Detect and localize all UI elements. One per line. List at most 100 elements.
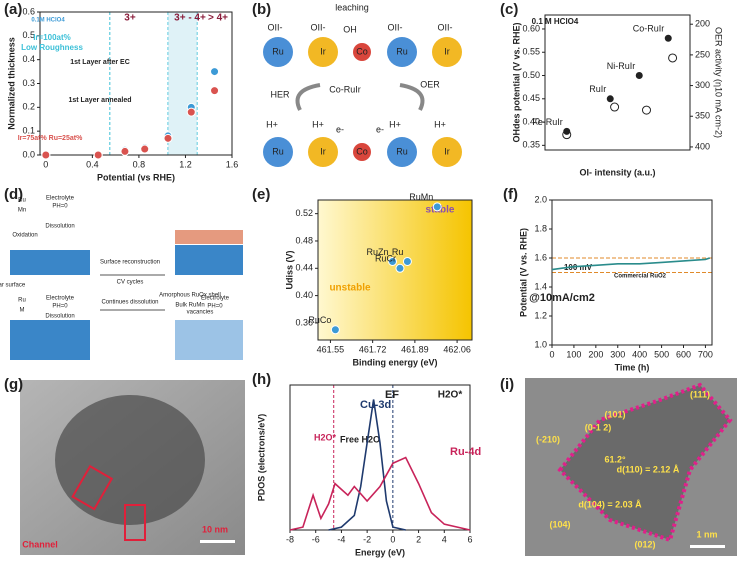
figure-text: (-210) [536, 434, 560, 444]
y-tick-label: 0.1 [22, 126, 35, 136]
annotation: @10mA/cm2 [529, 292, 595, 304]
figure-text: (012) [634, 539, 655, 549]
y-axis-title: Potential (V vs. RHE) [518, 228, 528, 317]
point [163, 133, 173, 143]
point [605, 94, 615, 104]
channel-box [71, 464, 114, 511]
x-axis-title: Time (h) [615, 362, 650, 372]
figure-text: d(110) = 2.12 Å [617, 464, 680, 474]
series-label: Ru-4d [450, 446, 481, 458]
y2-axis-title: OER activity (η10 mA cm-2) [714, 27, 724, 138]
figure-text: HER [270, 89, 290, 99]
y-axis-title: PDOS (electrons/eV) [256, 414, 266, 502]
y-axis-title: Normalized thickness [6, 37, 16, 130]
point [120, 146, 130, 156]
x-tick-label: -4 [337, 534, 345, 544]
figure-text: OII- [311, 22, 326, 32]
figure-text: Ru [272, 46, 284, 56]
point [210, 67, 220, 77]
panel-label: (c) [500, 1, 518, 18]
figure-text: Ir [444, 46, 450, 56]
plot-frame [544, 14, 691, 151]
figure-text: leaching [335, 2, 369, 12]
x-tick-label: 300 [610, 349, 625, 359]
figure-text: PH=0 [52, 304, 68, 310]
point [395, 263, 405, 273]
figure-text: M [20, 308, 25, 314]
annotation: Low Roughness [21, 43, 83, 52]
diagram-d [10, 230, 243, 360]
x-tick-label: 0.4 [86, 159, 99, 169]
x-tick-label: 200 [588, 349, 603, 359]
x-tick-label: 600 [676, 349, 691, 359]
y-tick-label: 0.36 [295, 317, 313, 327]
panel-label: (d) [4, 186, 23, 203]
x-axis-title: OI- intensity (a.u.) [579, 167, 655, 177]
crystal-outline [557, 382, 733, 543]
point [186, 107, 196, 117]
scale-bar [200, 540, 235, 543]
x-tick-label: 462.06 [443, 344, 471, 354]
annotation: Ir=75at% Ru=25at% [18, 135, 83, 142]
figure-text: Co [356, 46, 368, 56]
y2-tick-label: 350 [695, 111, 710, 121]
x-tick-label: 4 [442, 534, 447, 544]
y-tick-label: 0.40 [522, 116, 540, 126]
figure-text: H+ [266, 119, 278, 129]
figure-text: Ru [272, 146, 284, 156]
annotation: 3+ [124, 13, 136, 24]
figure-text: Ru [396, 146, 408, 156]
panel-label: (g) [4, 376, 23, 393]
y-tick-label: 0.35 [522, 140, 540, 150]
y-tick-label: 0.50 [522, 70, 540, 80]
point [330, 325, 340, 335]
particle [55, 395, 205, 525]
figure-text: Oxidation [12, 233, 37, 239]
figure-text: OER [420, 79, 440, 89]
figure-text: OII- [268, 22, 283, 32]
figure-text: Ru [18, 198, 26, 204]
point-label: RuCo [308, 315, 331, 325]
figure-text: OH [343, 24, 357, 34]
x-tick-label: 0 [549, 349, 554, 359]
figure-text: 1 nm [696, 529, 717, 539]
figure-text: (0-1 2) [585, 422, 612, 432]
figure-text: H+ [434, 119, 446, 129]
point [562, 130, 572, 140]
figure-text: Dissolution [45, 224, 74, 230]
x-tick-label: 0 [43, 159, 48, 169]
x-tick-label: 461.72 [359, 344, 387, 354]
figure-text: H+ [389, 119, 401, 129]
point [140, 144, 150, 154]
y2-tick-label: 300 [695, 80, 710, 90]
point [610, 102, 620, 112]
figure-text: Ir [444, 146, 450, 156]
point-label: RuCr [375, 254, 396, 264]
figure-text: Continues dissolution [101, 300, 158, 306]
x-tick-label: 500 [654, 349, 669, 359]
figure-text: (104) [549, 519, 570, 529]
x-tick-label: 1.2 [179, 159, 192, 169]
x-tick-label: 700 [698, 349, 713, 359]
point [663, 33, 673, 43]
annotation: Commercial RuO2 [614, 274, 667, 280]
point [210, 86, 220, 96]
figure-text: 10 nm [202, 524, 228, 534]
y-tick-label: 1.6 [534, 252, 547, 262]
figure-text: CV cycles [117, 280, 144, 286]
y-tick-label: 0.40 [295, 290, 313, 300]
y-tick-label: 0.45 [522, 93, 540, 103]
x-tick-label: 461.89 [401, 344, 429, 354]
figure-text: PH=0 [207, 304, 223, 310]
y-tick-label: 0.60 [522, 23, 540, 33]
y-tick-label: 0.48 [295, 235, 313, 245]
figure-text: Co [356, 146, 368, 156]
y-tick-label: 1.0 [534, 339, 547, 349]
figure-text: Ir [320, 146, 326, 156]
plot-frame [551, 199, 713, 346]
figure-text: H+ [312, 119, 324, 129]
figure-text: vacancies [187, 310, 214, 316]
x-axis-title: Energy (eV) [355, 547, 405, 557]
line [551, 257, 711, 271]
x-tick-label: 0.8 [133, 159, 146, 169]
